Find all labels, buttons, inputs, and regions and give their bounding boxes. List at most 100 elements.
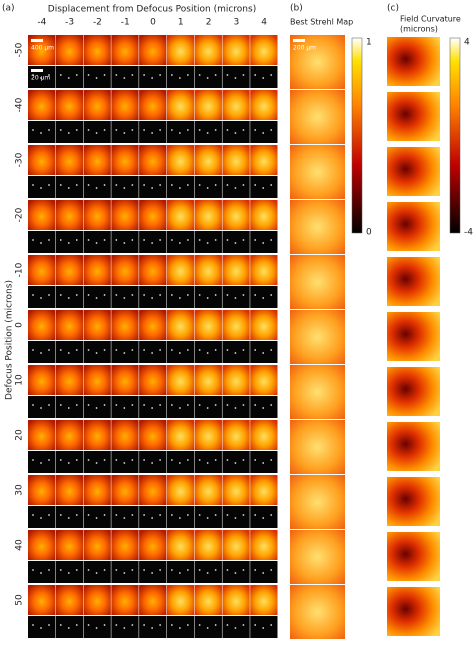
psf-spot — [95, 242, 98, 244]
psf-image — [139, 286, 167, 308]
panel-title: Displacement from Defocus Position (micr… — [48, 5, 256, 15]
psf-spot — [103, 349, 106, 351]
curvature-image — [387, 367, 440, 416]
psf-spot — [262, 517, 265, 519]
psf-spot — [87, 624, 90, 626]
colorbar-tick-label: 0 — [366, 228, 372, 238]
psf-spot — [123, 242, 126, 244]
psf-spot — [198, 349, 201, 351]
psf-spot — [87, 514, 90, 516]
colorbar — [449, 37, 461, 234]
psf-image — [194, 231, 222, 253]
psf-spot — [214, 349, 217, 351]
psf-spot — [59, 624, 62, 626]
beam-image — [28, 200, 56, 230]
psf-spot — [143, 404, 146, 406]
psf-spot — [170, 239, 173, 241]
beam-image — [222, 90, 250, 120]
beam-image — [55, 255, 84, 285]
psf-spot — [131, 404, 134, 406]
figure-content: 400 µm 20 µm 200 µm 1 0 4 -4 — [28, 35, 473, 639]
psf-spot — [262, 352, 265, 354]
column-label: 3 — [233, 18, 239, 28]
beam-image — [83, 585, 111, 615]
psf-spot — [151, 297, 154, 299]
psf-spot — [178, 572, 181, 574]
beam-image — [166, 310, 195, 340]
psf-spot — [123, 462, 126, 464]
psf-spot — [178, 187, 181, 189]
psf-image — [222, 341, 250, 363]
psf-spot — [143, 129, 146, 131]
psf-spot — [75, 349, 78, 351]
psf-image — [28, 451, 56, 473]
panel-title: Best Strehl Map — [290, 18, 353, 27]
psf-image — [83, 66, 111, 88]
beam-image — [194, 255, 222, 285]
psf-image — [222, 121, 250, 143]
psf-spot — [242, 129, 245, 131]
psf-spot — [87, 294, 90, 296]
psf-spot — [214, 74, 217, 76]
beam-image — [83, 530, 111, 560]
psf-image — [139, 341, 167, 363]
psf-spot — [254, 404, 257, 406]
curvature-image — [387, 532, 440, 581]
curvature-image — [387, 92, 440, 141]
psf-spot — [115, 239, 118, 241]
psf-spot — [123, 407, 126, 409]
psf-spot — [32, 404, 34, 406]
beam-image — [222, 475, 250, 505]
psf-image — [194, 176, 222, 198]
beam-image — [166, 530, 195, 560]
y-axis-label: Defocus Position (microns) — [5, 280, 15, 400]
psf-spot — [103, 184, 106, 186]
beam-image — [194, 35, 222, 65]
psf-image — [139, 506, 167, 528]
beam-image — [194, 365, 222, 395]
psf-spot — [206, 627, 209, 629]
psf-spot — [103, 239, 106, 241]
psf-image — [55, 286, 84, 308]
psf-spot — [123, 187, 126, 189]
psf-spot — [170, 404, 173, 406]
beam-image — [55, 420, 84, 450]
beam-image — [194, 90, 222, 120]
psf-spot — [198, 624, 201, 626]
psf-image — [55, 396, 84, 418]
psf-spot — [234, 517, 237, 519]
psf-spot — [214, 459, 217, 461]
psf-image — [111, 561, 139, 583]
beam-image — [139, 420, 167, 450]
psf-spot — [131, 514, 134, 516]
psf-spot — [48, 514, 50, 516]
beam-image — [222, 310, 250, 340]
psf-image — [194, 396, 222, 418]
psf-spot — [95, 352, 98, 354]
psf-spot — [159, 129, 162, 131]
beam-image — [55, 530, 84, 560]
psf-image — [111, 341, 139, 363]
beam-image — [139, 255, 167, 285]
psf-image — [28, 616, 56, 638]
beam-image — [250, 365, 278, 395]
beam-image — [166, 200, 195, 230]
beam-image — [83, 255, 111, 285]
psf-image — [55, 66, 84, 88]
beam-image — [166, 255, 195, 285]
curvature-image — [387, 312, 440, 361]
psf-spot — [48, 239, 50, 241]
psf-spot — [48, 129, 50, 131]
scale-bar — [31, 69, 43, 72]
psf-spot — [115, 514, 118, 516]
psf-image — [111, 616, 139, 638]
psf-spot — [48, 74, 50, 76]
psf-image — [166, 451, 195, 473]
psf-image — [55, 231, 84, 253]
psf-image — [139, 451, 167, 473]
beam-image — [111, 530, 139, 560]
psf-spot — [59, 184, 62, 186]
psf-spot — [151, 352, 154, 354]
psf-spot — [151, 132, 154, 134]
psf-spot — [103, 404, 106, 406]
